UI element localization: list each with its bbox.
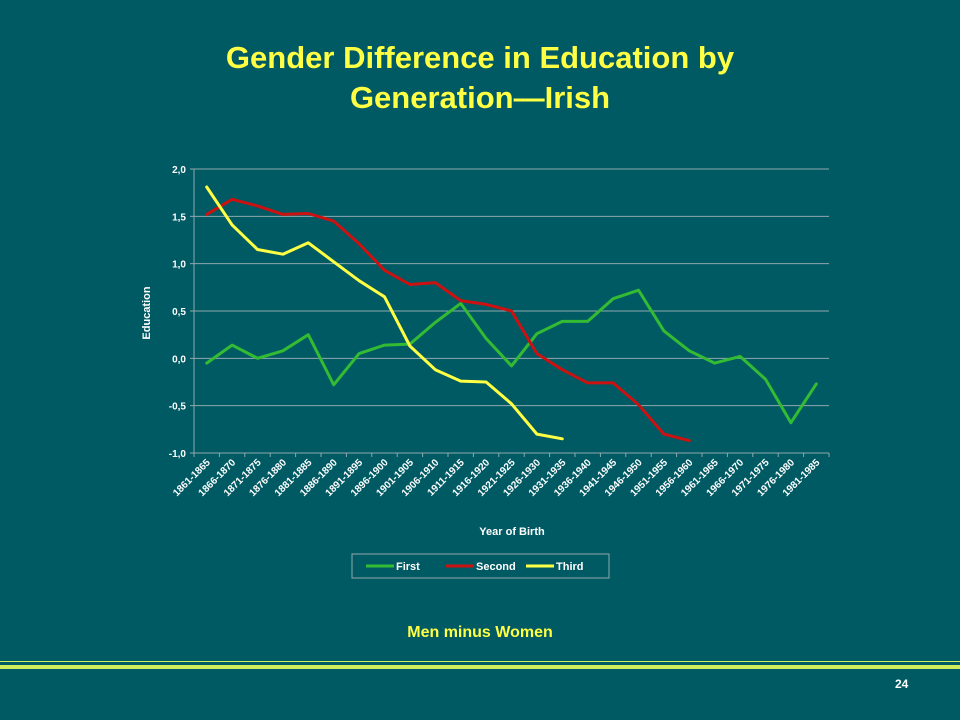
slide-title: Gender Difference in Education by Genera…: [0, 38, 960, 118]
legend-label-first: First: [396, 561, 420, 573]
chart-caption: Men minus Women: [407, 624, 553, 641]
y-tick-label: 0,5: [172, 307, 186, 318]
y-tick-label: -1,0: [169, 449, 187, 460]
series-line-first: [205, 288, 818, 425]
slide-title-line-2: Generation—Irish: [349, 80, 611, 115]
y-tick-label: -0,5: [169, 402, 187, 413]
series-line-third: [205, 185, 564, 441]
series-line-second: [205, 197, 691, 443]
y-tick-label: 1,5: [172, 212, 186, 223]
x-axis-label: Year of Birth: [479, 526, 545, 538]
y-axis-label: Education: [141, 286, 153, 339]
slide-title-line-1: Gender Difference in Education by: [225, 40, 735, 75]
chart-legend: First Second Third: [351, 553, 610, 579]
legend-label-third: Third: [556, 561, 584, 573]
page-number: 24: [895, 677, 909, 691]
legend-label-second: Second: [476, 561, 516, 573]
y-tick-label: 1,0: [172, 260, 186, 271]
legend-box: [351, 553, 610, 579]
y-tick-label: 2,0: [172, 165, 186, 176]
line-chart: -1,0-0,50,00,51,01,52,01861-18651866-187…: [141, 165, 830, 579]
y-tick-label: 0,0: [172, 354, 186, 365]
axes: -1,0-0,50,00,51,01,52,01861-18651866-187…: [169, 165, 830, 499]
footer-divider-thin: [0, 661, 960, 662]
series-lines: [205, 185, 818, 443]
footer-divider-thick: [0, 665, 960, 669]
